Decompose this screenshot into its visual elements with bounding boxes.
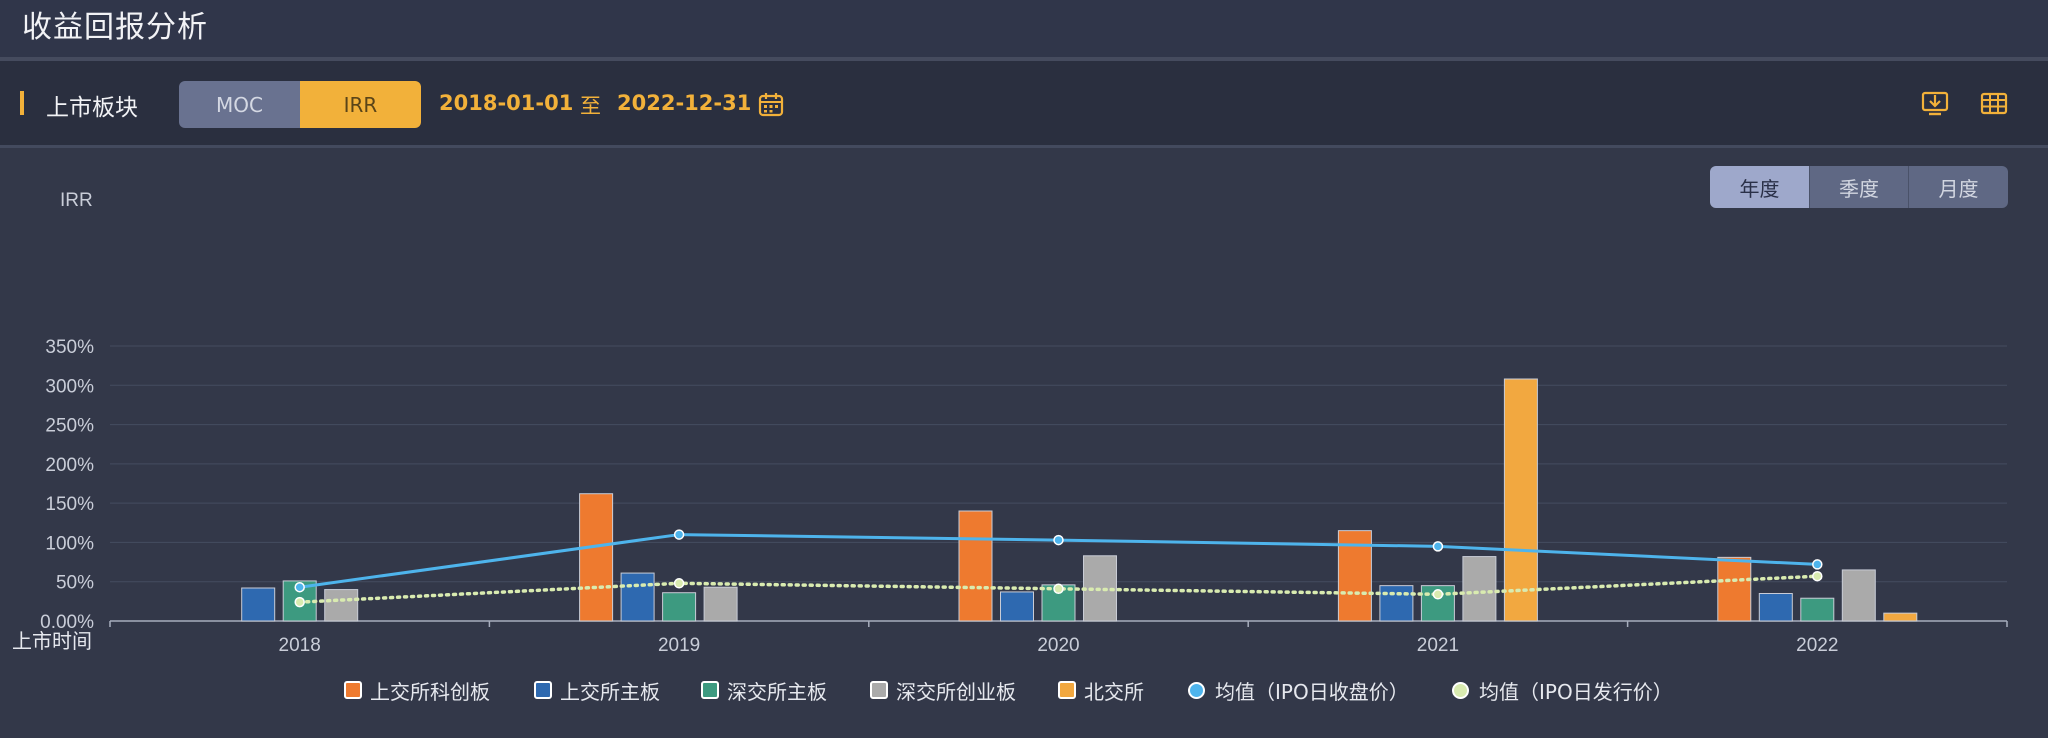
bar-3-2020 — [1041, 584, 1076, 622]
y-tick-label: 300% — [45, 376, 94, 397]
line-point-1-2019 — [673, 529, 685, 540]
x-tick-label: 2022 — [1796, 635, 1838, 656]
x-tick-label: 2020 — [1037, 635, 1079, 656]
tab-year[interactable]: 年度 — [1710, 166, 1809, 208]
legend-item[interactable]: 北交所 — [1058, 672, 1144, 708]
bar-2-2022 — [1758, 593, 1793, 622]
line-point-1-2022 — [1812, 559, 1823, 570]
legend-label: 上交所主板 — [560, 679, 660, 704]
legend-label: 深交所主板 — [727, 679, 827, 704]
line-point-2-2018 — [294, 596, 305, 608]
title-bar — [0, 0, 2048, 58]
bar-4-2018 — [324, 589, 359, 622]
bar-3-2021 — [1420, 585, 1455, 622]
section-label: 上市板块 — [46, 95, 138, 121]
y-axis-label: IRR — [60, 190, 93, 211]
section-accent-bar — [20, 91, 24, 115]
chart-legend: 上交所科创板 上交所主板 深交所主板 深交所创业板 北交所 均值（IPO日收盘价） 均值（I… — [0, 672, 2048, 708]
legend-item[interactable]: 上交所主板 — [534, 672, 660, 708]
legend-label: 深交所创业板 — [896, 679, 1016, 704]
title-divider — [0, 57, 2048, 61]
legend-label: 北交所 — [1084, 679, 1144, 704]
y-tick-label: 200% — [45, 455, 94, 476]
date-end[interactable]: 2022-12-31 — [617, 91, 752, 115]
legend-swatch — [344, 681, 362, 699]
download-icon[interactable] — [1920, 89, 1950, 119]
y-tick-label: 100% — [45, 533, 94, 554]
bar-2-2020 — [1000, 591, 1034, 622]
y-tick-label: 50% — [56, 573, 94, 594]
bar-3-2019 — [662, 592, 697, 622]
x-tick-label: 2018 — [279, 635, 321, 656]
legend-swatch — [1452, 681, 1469, 699]
bar-4-2022 — [1841, 569, 1876, 622]
line-point-1-2020 — [1053, 534, 1064, 546]
date-separator: 至 — [580, 94, 601, 118]
y-tick-label: 350% — [45, 337, 94, 358]
line-point-1-2021 — [1432, 541, 1444, 552]
x-axis-label: 上市时间 — [12, 630, 92, 653]
x-tick-label: 2021 — [1417, 635, 1459, 656]
irr-chart: IRR 0.00% 50% 100% 150% 200% 250% 300% 350% 2018 2… — [12, 190, 2008, 656]
legend-swatch — [534, 681, 552, 699]
bar-5-2022 — [1883, 612, 1918, 622]
bar-2-2018 — [241, 587, 276, 622]
table-icon[interactable] — [1979, 89, 2009, 119]
legend-label: 均值（IPO日发行价） — [1479, 679, 1673, 704]
legend-swatch — [1188, 681, 1205, 699]
toolbar-divider — [0, 145, 2048, 148]
x-tick-label: 2019 — [658, 635, 700, 656]
line-point-2-2019 — [673, 578, 685, 589]
legend-item[interactable]: 上交所科创板 — [344, 672, 490, 708]
date-start[interactable]: 2018-01-01 — [439, 91, 574, 115]
bar-1-2022 — [1717, 556, 1752, 622]
y-tick-label: 0.00% — [40, 612, 94, 633]
line-point-2-2020 — [1053, 583, 1064, 595]
y-tick-label: 250% — [45, 416, 94, 437]
bar-1-2019 — [579, 493, 614, 622]
tab-quarter[interactable]: 季度 — [1809, 166, 1908, 208]
legend-swatch — [1058, 681, 1076, 699]
bar-4-2021 — [1462, 556, 1497, 622]
bar-3-2022 — [1800, 597, 1835, 622]
bar-1-2020 — [958, 510, 993, 622]
legend-swatch — [870, 681, 888, 699]
legend-item[interactable]: 深交所创业板 — [870, 672, 1016, 708]
legend-item[interactable]: 深交所主板 — [701, 672, 827, 708]
legend-swatch — [701, 681, 719, 699]
legend-label: 上交所科创板 — [370, 679, 490, 704]
legend-label: 均值（IPO日收盘价） — [1215, 679, 1409, 704]
legend-item[interactable]: 均值（IPO日发行价） — [1452, 672, 1673, 708]
metric-irr-button[interactable]: IRR — [300, 81, 421, 128]
bar-5-2021 — [1503, 378, 1538, 622]
bar-2-2019 — [620, 572, 655, 622]
line-point-2-2021 — [1432, 589, 1444, 600]
line-point-1-2018 — [294, 581, 305, 593]
tab-month[interactable]: 月度 — [1908, 166, 2008, 208]
page-title: 收益回报分析 — [22, 10, 208, 45]
line-point-2-2022 — [1812, 570, 1823, 582]
bar-4-2019 — [703, 586, 738, 622]
y-tick-label: 150% — [45, 494, 94, 515]
metric-moc-button[interactable]: MOC — [179, 81, 300, 128]
bar-2-2021 — [1379, 585, 1414, 622]
calendar-icon[interactable] — [758, 91, 784, 117]
legend-item[interactable]: 均值（IPO日收盘价） — [1188, 672, 1409, 708]
